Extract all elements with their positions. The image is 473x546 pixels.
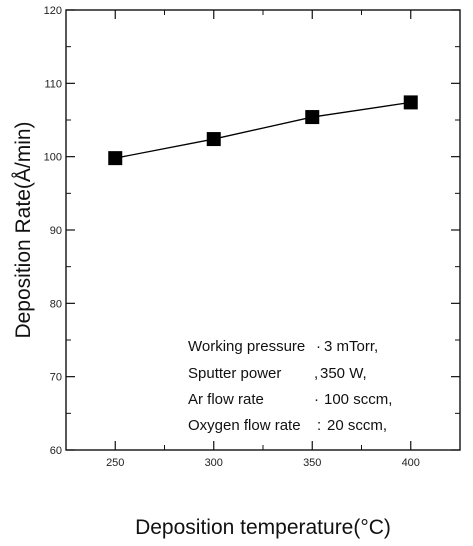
x-tick-label: 350 — [303, 457, 321, 469]
annotation-label: Sputter power — [188, 365, 281, 382]
y-tick-label: 100 — [44, 152, 62, 164]
data-point — [305, 110, 320, 125]
x-axis-title: Deposition temperature(°C) — [135, 516, 391, 539]
annotation-label: Working pressure — [188, 338, 305, 355]
series-line — [115, 101, 411, 159]
data-point — [403, 95, 418, 110]
y-axis-title: Deposition Rate(Å/min) — [12, 121, 35, 338]
conditions-legend: Working pressure · 3 mTorr, Sputter powe… — [188, 338, 392, 434]
y-tick-label: 120 — [44, 5, 62, 17]
annotation-value: 3 mTorr, — [324, 338, 378, 355]
data-point — [108, 151, 123, 166]
annotation-separator: : — [317, 417, 321, 434]
annotation-label: Ar flow rate — [188, 391, 264, 408]
y-tick-label: 60 — [50, 445, 62, 457]
y-tick-label: 90 — [50, 225, 62, 237]
annotation-separator: · — [316, 338, 321, 355]
y-tick-label: 110 — [44, 78, 62, 90]
annotation-label: Oxygen flow rate — [188, 417, 301, 434]
plot-frame — [65, 9, 461, 451]
x-tick-label: 250 — [106, 457, 124, 469]
y-tick-label: 80 — [50, 298, 62, 310]
annotation-separator: , — [314, 365, 318, 382]
annotation-value: 100 sccm, — [324, 391, 392, 408]
y-tick-label: 70 — [50, 372, 62, 384]
annotation-value: 20 sccm, — [327, 417, 387, 434]
annotation-separator: · — [314, 391, 319, 408]
x-tick-label: 300 — [205, 457, 223, 469]
x-tick-label: 400 — [402, 457, 420, 469]
data-point — [206, 132, 221, 147]
annotation-value: 350 W, — [320, 365, 367, 382]
